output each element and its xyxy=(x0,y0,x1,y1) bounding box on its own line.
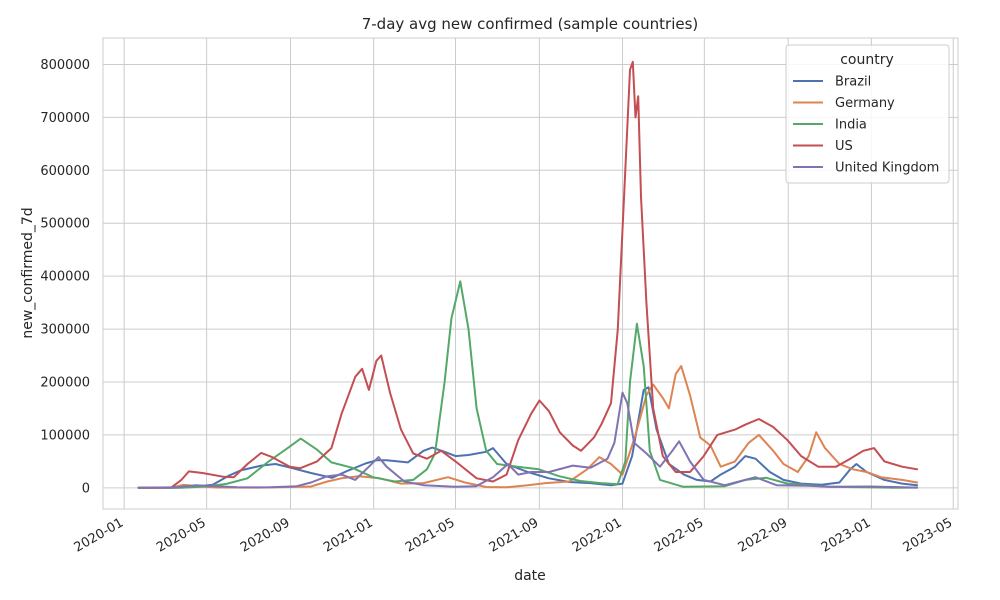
x-tick-label: 2020-05 xyxy=(154,515,209,555)
plot-frame xyxy=(102,37,959,510)
x-axis-label: date xyxy=(514,568,546,584)
series-line-india xyxy=(137,280,919,489)
x-tick-label: 2022-01 xyxy=(570,515,625,555)
legend-label-united-kingdom: United Kingdom xyxy=(835,161,939,176)
legend-label-brazil: Brazil xyxy=(835,75,871,90)
y-tick-label: 500000 xyxy=(40,217,90,232)
chart-title: 7-day avg new confirmed (sample countrie… xyxy=(362,15,699,33)
legend-box xyxy=(785,44,950,184)
y-tick-label: 400000 xyxy=(40,270,90,285)
x-tick-label: 2023-05 xyxy=(901,515,956,555)
x-tick-labels: 2020-01 2020-05 2020-09 2021-01 2021-05 2021-… xyxy=(72,515,956,555)
legend-title: country xyxy=(840,52,894,68)
y-tick-label: 0 xyxy=(82,481,90,496)
x-tick-label: 2021-05 xyxy=(403,515,458,555)
y-tick-labels: 0 100000 200000 300000 400000 500000 600000 700… xyxy=(40,58,90,496)
x-tick-label: 2021-09 xyxy=(487,515,542,555)
y-tick-label: 700000 xyxy=(40,111,90,126)
x-tick-label: 2022-09 xyxy=(736,515,791,555)
x-tick-label: 2020-09 xyxy=(238,515,293,555)
y-tick-label: 200000 xyxy=(40,375,90,390)
series-line-united-kingdom xyxy=(137,391,919,489)
y-tick-label: 800000 xyxy=(40,58,90,73)
y-tick-label: 300000 xyxy=(40,323,90,338)
legend-label-us: US xyxy=(835,139,853,154)
x-tick-label: 2020-01 xyxy=(72,515,127,555)
x-tick-label: 2023-01 xyxy=(819,515,874,555)
legend-label-india: India xyxy=(835,118,867,133)
y-tick-label: 600000 xyxy=(40,164,90,179)
series-layer xyxy=(137,60,919,489)
series-line-germany xyxy=(137,365,919,489)
y-tick-label: 100000 xyxy=(40,428,90,443)
legend: country Brazil Germany India US United Kingd… xyxy=(785,44,950,184)
legend-label-germany: Germany xyxy=(835,96,895,111)
legend-items: Brazil Germany India US United Kingdom xyxy=(793,75,939,176)
x-tick-label: 2022-05 xyxy=(652,515,707,555)
x-tick-label: 2021-01 xyxy=(321,515,376,555)
series-line-us xyxy=(137,60,919,489)
y-axis-label: new_confirmed_7d xyxy=(20,207,36,338)
